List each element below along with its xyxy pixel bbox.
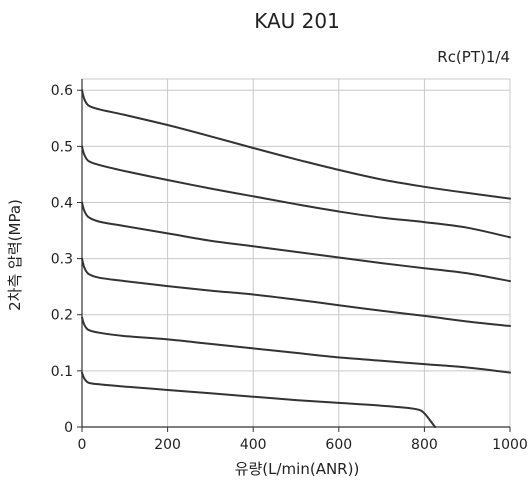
series-line-1 bbox=[81, 89, 511, 200]
x-tick-label: 1000 bbox=[492, 437, 528, 453]
series-line-4 bbox=[81, 257, 511, 327]
y-tick-label: 0.5 bbox=[51, 139, 73, 155]
x-axis-label: 유량(L/min(ANR)) bbox=[235, 460, 360, 478]
series-line-5 bbox=[81, 316, 511, 374]
y-tick-label: 0.1 bbox=[51, 364, 73, 380]
y-tick-label: 0.4 bbox=[51, 195, 73, 211]
y-tick-label: 0 bbox=[64, 420, 73, 436]
x-tick-label: 200 bbox=[154, 437, 181, 453]
x-tick-label: 0 bbox=[78, 437, 87, 453]
plot-frame bbox=[81, 78, 511, 428]
x-tick-label: 600 bbox=[325, 437, 352, 453]
y-tick-label: 0.6 bbox=[51, 83, 73, 99]
y-tick-label: 0.3 bbox=[51, 252, 73, 268]
chart-subtitle: Rc(PT)1/4 bbox=[437, 48, 510, 66]
grid bbox=[81, 78, 511, 428]
y-axis-label: 2차측 압력(MPa) bbox=[6, 199, 24, 311]
series-line-3 bbox=[81, 201, 511, 283]
x-tick-label: 400 bbox=[240, 437, 267, 453]
x-tick-label: 800 bbox=[411, 437, 438, 453]
series-line-6 bbox=[81, 371, 437, 428]
series-line-2 bbox=[81, 145, 511, 239]
tick-labels: 0 200 400 600 800 1000 0 0.1 0.2 0.3 0.4 0.5 0.6 bbox=[51, 83, 528, 453]
y-tick-label: 0.2 bbox=[51, 308, 73, 324]
axes bbox=[77, 79, 511, 432]
series-group bbox=[81, 89, 511, 428]
chart-title: KAU 201 bbox=[254, 9, 340, 33]
